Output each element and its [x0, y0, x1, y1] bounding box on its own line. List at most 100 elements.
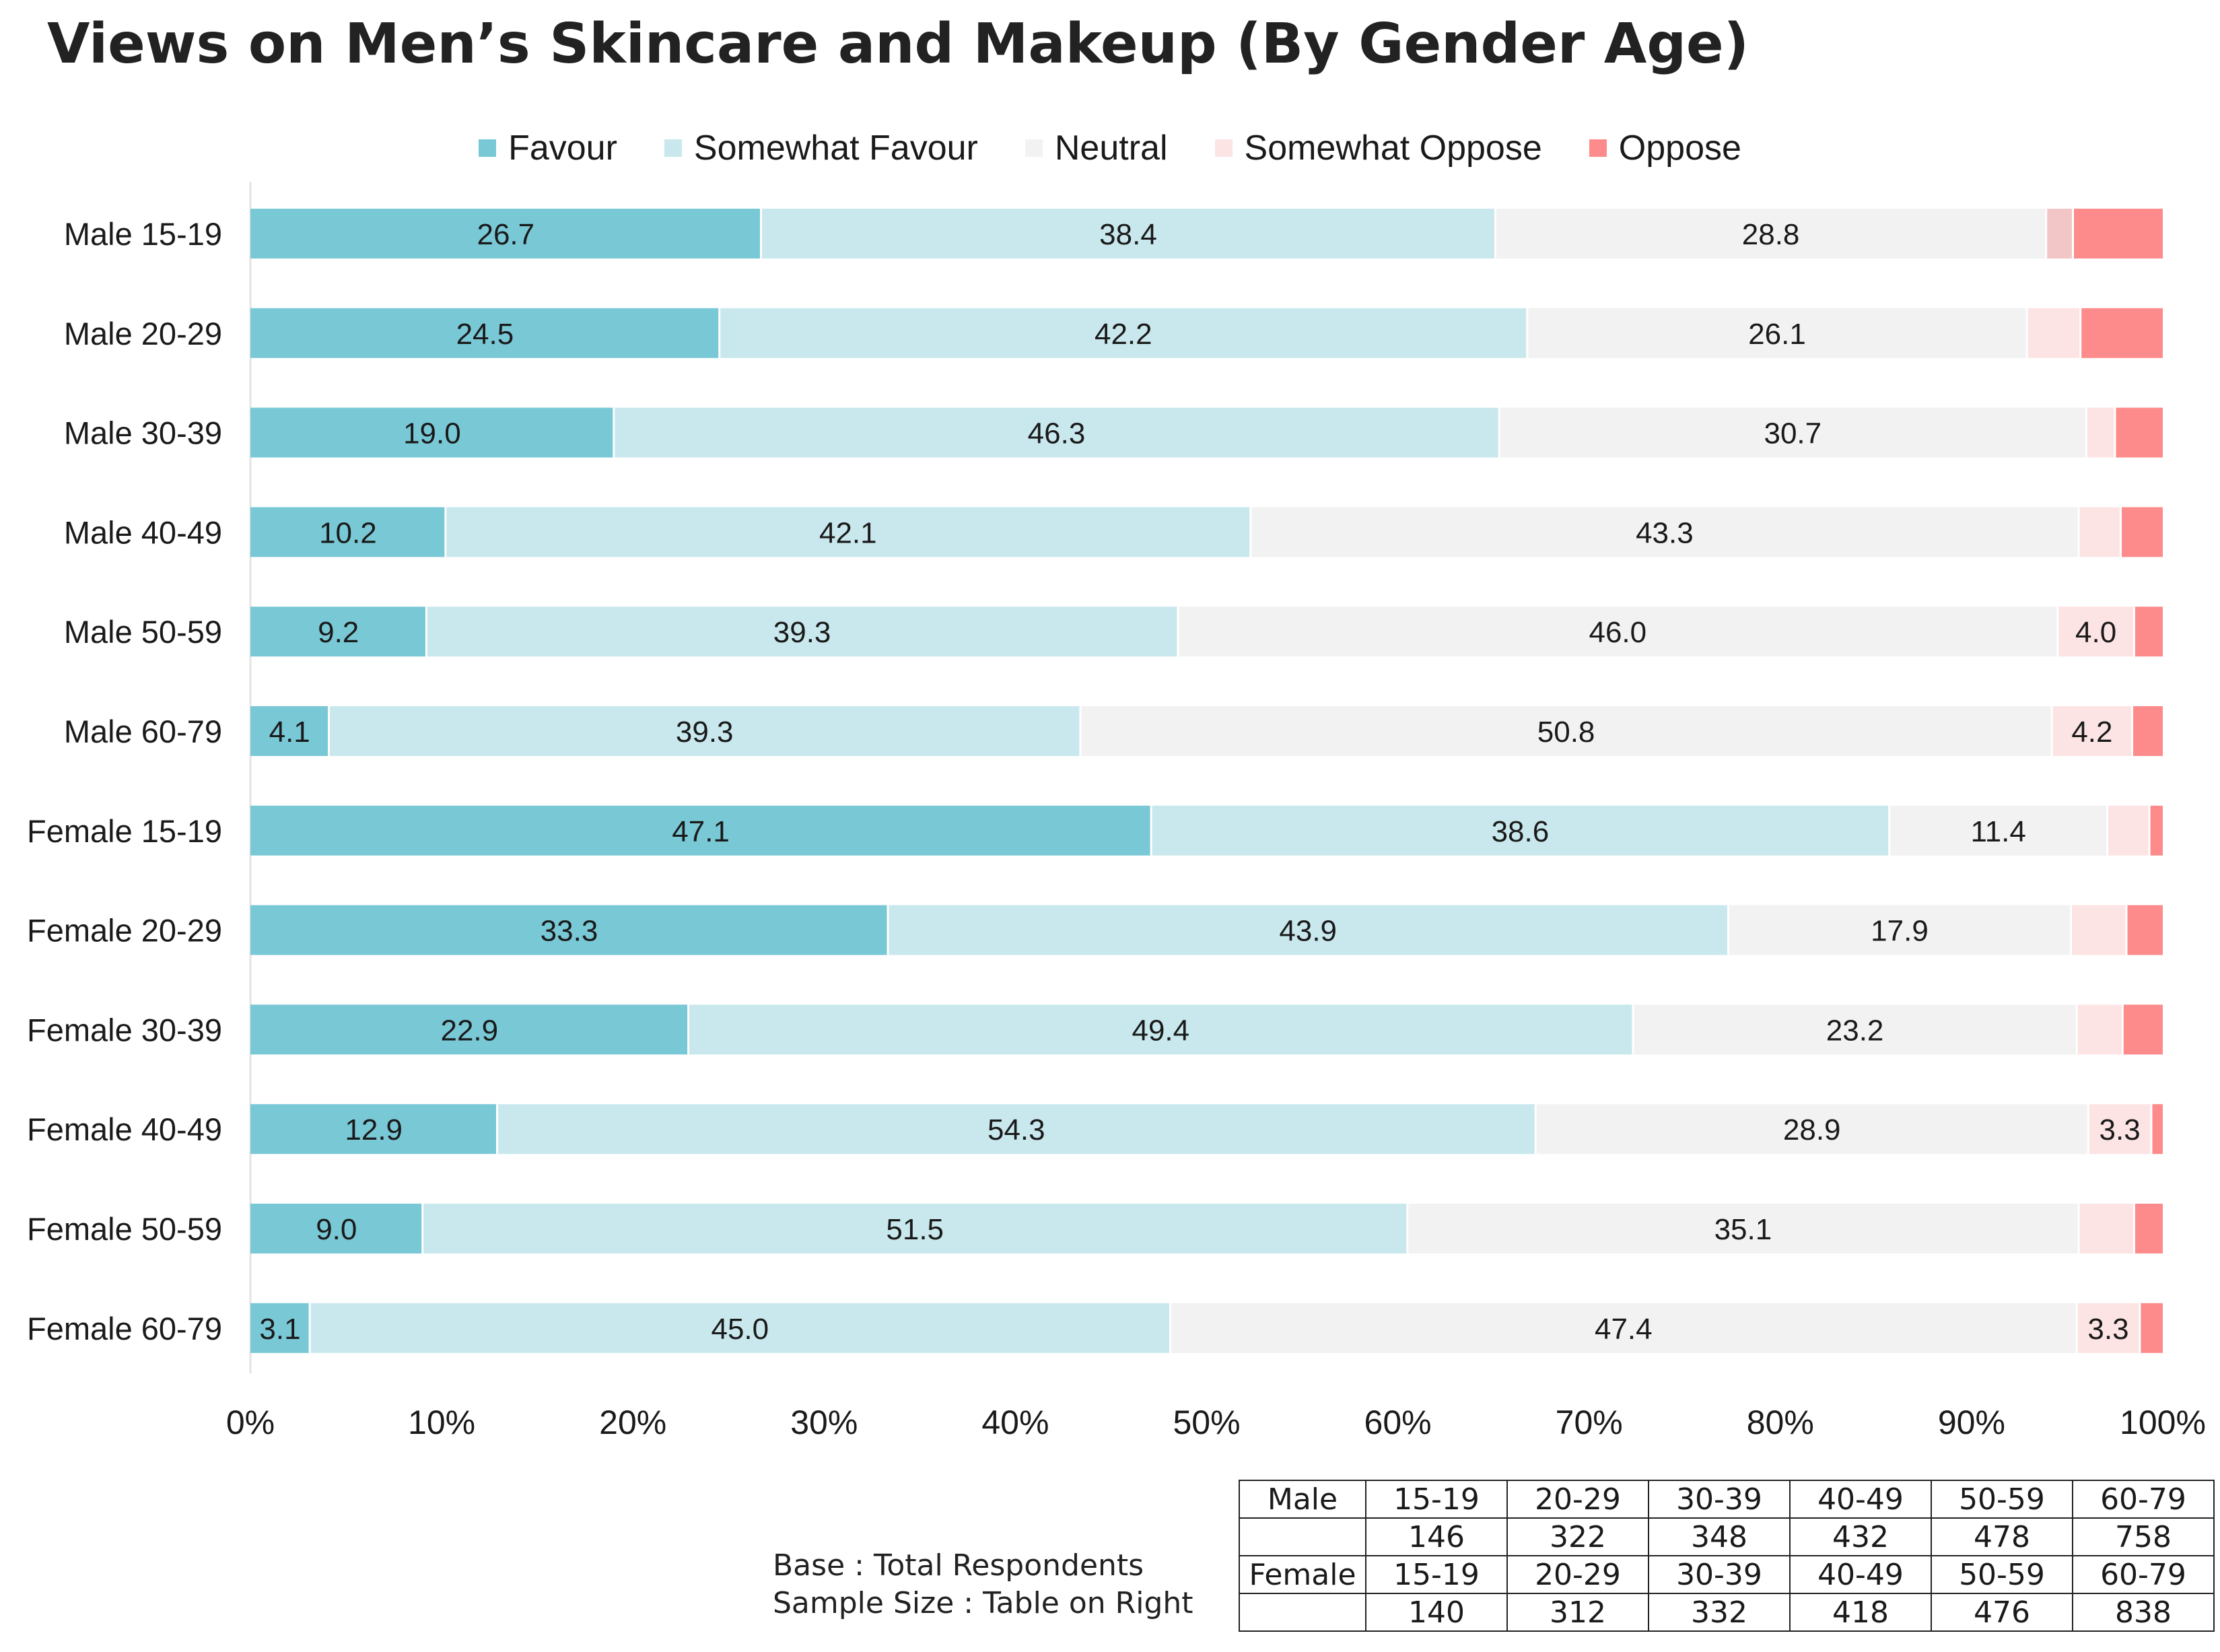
data-label: 49.4 [1132, 1014, 1189, 1047]
data-label: 24.5 [456, 318, 514, 351]
data-label: 43.3 [1636, 516, 1694, 549]
y-tick-label: Male 50-59 [64, 614, 222, 650]
bar-neutral [1633, 1004, 2077, 1055]
sample-table-cell: 50-59 [1931, 1555, 2073, 1594]
sample-table-row: 146 322 348 432 478 758 [1239, 1517, 2215, 1556]
legend-swatch-neutral [1025, 139, 1043, 157]
y-tick-label: Female 50-59 [27, 1211, 222, 1247]
sample-table-cell: 20-29 [1506, 1555, 1649, 1594]
bar-somewhat-oppose [2046, 209, 2073, 259]
sample-table-row: 140 312 332 418 476 838 [1239, 1593, 2215, 1632]
bar-somewhat-oppose [2079, 507, 2121, 557]
data-label: 47.1 [672, 815, 730, 848]
bar-oppose [2134, 1204, 2163, 1253]
bar-somewhat-oppose [2077, 1303, 2140, 1353]
x-tick-label: 100% [2120, 1404, 2206, 1441]
data-label: 45.0 [711, 1313, 769, 1346]
y-tick-label: Male 15-19 [64, 216, 222, 252]
sample-table-cell: 20-29 [1506, 1480, 1649, 1519]
y-tick-label: Male 30-39 [64, 415, 222, 451]
x-tick-label: 80% [1747, 1404, 1814, 1441]
data-label: 11.4 [1971, 815, 2026, 848]
data-label: 38.6 [1492, 815, 1550, 848]
sample-table-cell: 838 [2072, 1593, 2215, 1632]
sample-table-group-cell [1239, 1593, 1366, 1632]
bar-neutral [1407, 1204, 2079, 1253]
legend-swatch-favour [479, 139, 497, 157]
bar-favour [250, 1104, 497, 1155]
bar-somewhat-favour [328, 706, 1080, 756]
sample-table-group-cell: Male [1239, 1480, 1366, 1519]
bar-neutral [1177, 607, 2058, 657]
data-label: 38.4 [1099, 218, 1157, 251]
data-label: 28.9 [1783, 1113, 1841, 1146]
sample-size-table: Male 15-19 20-29 30-39 40-49 50-59 60-79 146 322… [1239, 1480, 2215, 1632]
y-tick-label: Male 20-29 [64, 316, 222, 351]
x-tick-label: 30% [790, 1404, 858, 1441]
sample-table-cell: 758 [2072, 1517, 2215, 1556]
sample-table-cell: 60-79 [2072, 1555, 2215, 1594]
sample-table-cell: 40-49 [1789, 1555, 1932, 1594]
bar-neutral [1535, 1104, 2089, 1155]
data-label: 4.0 [2075, 616, 2116, 649]
bar-somewhat-oppose [2071, 905, 2126, 955]
bar-somewhat-favour [426, 607, 1178, 657]
x-tick-label: 10% [408, 1404, 475, 1441]
data-label: 47.4 [1595, 1313, 1653, 1346]
footnote-sample-size: Sample Size : Table on Right [773, 1586, 1193, 1620]
bar-favour [250, 706, 329, 756]
data-label: 43.9 [1279, 915, 1337, 948]
data-label: 26.7 [477, 218, 534, 251]
legend-swatch-oppose [1589, 139, 1607, 157]
legend-label-favour: Favour [508, 129, 617, 168]
footnote: Base : Total Respondents Sample Size : T… [773, 1547, 1193, 1622]
bar-somewhat-oppose [2079, 1204, 2135, 1253]
bar-oppose [2080, 308, 2163, 358]
x-tick-label: 90% [1938, 1404, 2005, 1441]
bar-somewhat-favour [422, 1204, 1408, 1253]
data-label: 42.1 [819, 516, 877, 549]
sample-table-cell: 60-79 [2072, 1480, 2215, 1519]
sample-table-cell: 15-19 [1365, 1480, 1508, 1519]
bar-somewhat-favour [688, 1004, 1634, 1055]
bar-favour [250, 607, 427, 657]
page-title: Views on Men’s Skincare and Makeup (By G… [47, 12, 1749, 76]
bar-oppose [2139, 1303, 2163, 1353]
data-label: 46.3 [1028, 417, 1086, 450]
y-tick-label: Male 40-49 [64, 514, 222, 550]
bar-neutral [1495, 209, 2046, 259]
bar-neutral [1527, 308, 2027, 358]
x-tick-label: 0% [226, 1404, 275, 1441]
data-label: 4.2 [2071, 716, 2112, 749]
data-label: 17.9 [1871, 915, 1929, 948]
bar-favour [250, 805, 1152, 856]
legend-item-somewhat-oppose: Somewhat Oppose [1214, 128, 1542, 168]
bar-oppose [2151, 1104, 2163, 1155]
bar-somewhat-oppose [2052, 706, 2132, 756]
bar-somewhat-oppose [2088, 1104, 2151, 1155]
bar-somewhat-favour [888, 905, 1729, 955]
x-tick-label: 70% [1556, 1404, 1623, 1441]
data-label: 9.2 [318, 616, 359, 649]
legend-label-somewhat-oppose: Somewhat Oppose [1244, 129, 1542, 168]
sample-table-cell: 30-39 [1648, 1555, 1791, 1594]
sample-table-cell: 348 [1648, 1517, 1791, 1556]
sample-table-cell: 146 [1365, 1517, 1508, 1556]
bar-oppose [2134, 607, 2163, 657]
bar-favour [250, 905, 888, 955]
y-tick-label: Female 20-29 [27, 913, 222, 949]
y-tick-label: Female 15-19 [27, 813, 222, 849]
bar-oppose [2120, 507, 2163, 557]
data-label: 22.9 [440, 1014, 498, 1047]
bar-somewhat-favour [1151, 805, 1889, 856]
bar-neutral [1728, 905, 2071, 955]
bar-somewhat-oppose [2077, 1004, 2123, 1055]
legend-item-favour: Favour [479, 128, 617, 168]
bar-somewhat-oppose [2027, 308, 2081, 358]
footnote-base: Base : Total Respondents [773, 1548, 1144, 1583]
x-tick-label: 20% [599, 1404, 666, 1441]
data-label: 28.8 [1742, 218, 1800, 251]
legend-label-neutral: Neutral [1054, 129, 1168, 168]
sample-table-cell: 40-49 [1789, 1480, 1932, 1519]
sample-table-cell: 30-39 [1648, 1480, 1791, 1519]
